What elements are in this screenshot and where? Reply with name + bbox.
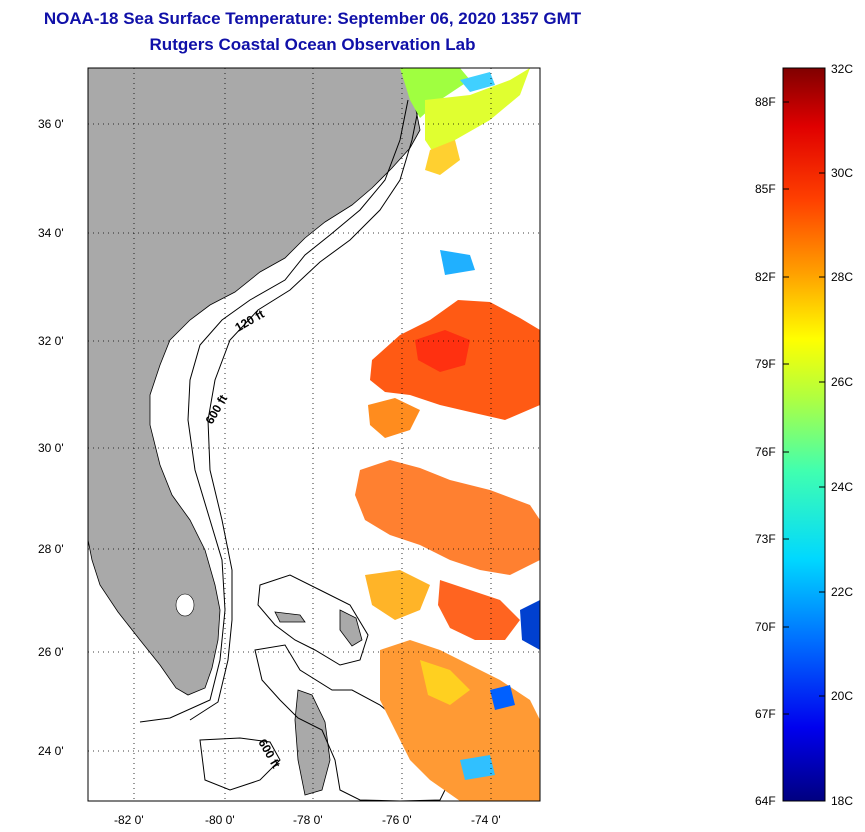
colorbar bbox=[782, 67, 826, 802]
graticule bbox=[88, 68, 540, 801]
lat-tick-24: 24 0' bbox=[38, 744, 64, 758]
cb-f-76: 76F bbox=[755, 445, 776, 459]
cb-c-28: 28C bbox=[831, 270, 853, 284]
colorbar-ticks bbox=[783, 101, 825, 715]
cb-c-18: 18C bbox=[831, 794, 853, 808]
cb-f-85: 85F bbox=[755, 182, 776, 196]
lon-tick-74: -74 0' bbox=[471, 813, 501, 827]
lon-tick-80: -80 0' bbox=[205, 813, 235, 827]
bahamas-andros bbox=[294, 689, 331, 796]
cb-c-26: 26C bbox=[831, 375, 853, 389]
cb-c-22: 22C bbox=[831, 585, 853, 599]
cb-f-82: 82F bbox=[755, 270, 776, 284]
contour-bahamas bbox=[199, 574, 451, 801]
bahamas-grand bbox=[274, 611, 306, 623]
contour-120ft bbox=[139, 99, 409, 723]
lake-okeechobee bbox=[175, 593, 195, 617]
map-subtitle: Rutgers Coastal Ocean Observation Lab bbox=[149, 35, 476, 54]
cb-c-24: 24C bbox=[831, 480, 853, 494]
cb-f-73: 73F bbox=[755, 532, 776, 546]
cb-c-30: 30C bbox=[831, 166, 853, 180]
lat-tick-26: 26 0' bbox=[38, 645, 64, 659]
cb-f-70: 70F bbox=[755, 620, 776, 634]
sst-observations bbox=[355, 68, 540, 801]
lon-tick-82: -82 0' bbox=[114, 813, 144, 827]
map-title: NOAA-18 Sea Surface Temperature: Septemb… bbox=[43, 9, 582, 28]
cb-f-79: 79F bbox=[755, 357, 776, 371]
cb-f-67: 67F bbox=[755, 707, 776, 721]
cb-c-20: 20C bbox=[831, 689, 853, 703]
lon-tick-76: -76 0' bbox=[382, 813, 412, 827]
cb-c-32: 32C bbox=[831, 62, 853, 76]
cb-f-88: 88F bbox=[755, 95, 776, 109]
bahamas-abaco bbox=[339, 609, 363, 647]
lon-tick-78: -78 0' bbox=[293, 813, 323, 827]
map-frame bbox=[87, 67, 541, 802]
cb-f-64: 64F bbox=[755, 794, 776, 808]
lat-tick-32: 32 0' bbox=[38, 334, 64, 348]
contour-600ft bbox=[189, 99, 421, 721]
lat-tick-36: 36 0' bbox=[38, 117, 64, 131]
lat-tick-30: 30 0' bbox=[38, 441, 64, 455]
lat-tick-28: 28 0' bbox=[38, 542, 64, 556]
lat-tick-34: 34 0' bbox=[38, 226, 64, 240]
